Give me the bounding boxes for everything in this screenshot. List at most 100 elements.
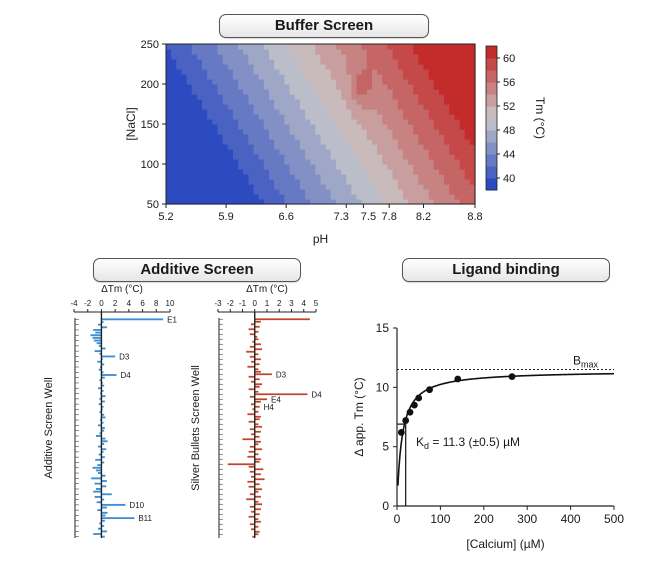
heatmap-cell xyxy=(166,54,172,60)
heatmap-cell xyxy=(310,64,316,70)
heatmap-cell xyxy=(269,189,275,195)
bar xyxy=(254,513,260,516)
bar xyxy=(101,498,105,501)
heatmap-cell xyxy=(258,159,265,165)
heatmap-cell xyxy=(289,64,296,70)
heatmap-cell xyxy=(305,74,311,80)
heatmap-cell xyxy=(212,199,219,205)
heatmap-cell xyxy=(413,124,419,130)
heatmap-cell xyxy=(392,129,399,135)
bar xyxy=(254,393,308,396)
heatmap-cell xyxy=(284,119,291,125)
heatmap-cell xyxy=(299,189,306,195)
heatmap-cell xyxy=(191,59,198,65)
heatmap-cell xyxy=(392,184,399,190)
heatmap-cell xyxy=(444,119,450,125)
heatmap-cell xyxy=(263,84,270,90)
heatmap-cell xyxy=(253,119,260,125)
heatmap-cell xyxy=(397,134,404,140)
heatmap-cell xyxy=(269,119,275,125)
heatmap-cell xyxy=(279,154,286,160)
heatmap-cell xyxy=(320,49,327,55)
heatmap-cell xyxy=(346,194,352,200)
heatmap-cell xyxy=(196,49,203,55)
heatmap-cell xyxy=(438,84,445,90)
heatmap-cell xyxy=(346,59,352,65)
ligand-x-tick-label: 300 xyxy=(517,512,537,526)
heatmap-cell xyxy=(392,104,399,110)
heatmap-cell xyxy=(243,199,249,205)
heatmap-cell xyxy=(382,169,389,175)
bar xyxy=(254,363,260,366)
heatmap-cell xyxy=(444,169,450,175)
heatmap-cell xyxy=(418,64,425,70)
bar xyxy=(254,448,263,451)
bar xyxy=(248,388,255,391)
heatmap-cell xyxy=(269,59,275,65)
heatmap-cell xyxy=(238,84,244,90)
bar xyxy=(247,480,255,483)
heatmap-cell xyxy=(232,174,239,180)
heatmap-cell xyxy=(433,189,440,195)
bar xyxy=(251,380,255,383)
heatmap-cell xyxy=(284,124,291,130)
heatmap-cell xyxy=(469,99,476,105)
heatmap-cell xyxy=(232,69,239,75)
heatmap-cell xyxy=(428,154,435,160)
colorbar-segment xyxy=(486,118,497,131)
heatmap-cell xyxy=(217,139,224,145)
heatmap-cell xyxy=(248,144,255,150)
heatmap-cell xyxy=(274,44,280,50)
heatmap-cell xyxy=(166,99,172,105)
heatmap-cell xyxy=(305,179,311,185)
heatmap-cell xyxy=(438,74,445,80)
heatmap-cell xyxy=(361,109,368,115)
heatmap-cell xyxy=(212,69,219,75)
heatmap-cell xyxy=(171,189,177,195)
heatmap-cell xyxy=(469,79,476,85)
heatmap-cell xyxy=(413,54,419,60)
heatmap-cell xyxy=(176,79,183,85)
heatmap-cell xyxy=(423,44,430,50)
heatmap-cell xyxy=(222,164,229,170)
heatmap-cell xyxy=(449,49,455,55)
heatmap-cell xyxy=(263,119,270,125)
heatmap-cell xyxy=(418,134,425,140)
heatmap-cell xyxy=(402,164,409,170)
heatmap-cell xyxy=(191,139,198,145)
heatmap-cell xyxy=(464,149,471,155)
heatmap-cell xyxy=(402,194,409,200)
heatmap-cell xyxy=(207,84,213,90)
heatmap-cell xyxy=(289,134,296,140)
heatmap-cell xyxy=(356,139,363,145)
heatmap-cell xyxy=(366,79,373,85)
heatmap-cell xyxy=(232,164,239,170)
silver-bullets-x-tick-label: 3 xyxy=(289,299,294,308)
bar xyxy=(101,318,164,321)
heatmap-cell xyxy=(176,144,183,150)
heatmap-cell xyxy=(181,189,188,195)
heatmap-cell xyxy=(418,119,425,125)
heatmap-cell xyxy=(202,129,208,135)
heatmap-cell xyxy=(196,64,203,70)
heatmap-cell xyxy=(366,159,373,165)
heatmap-cell xyxy=(248,89,255,95)
heatmap-cell xyxy=(392,124,399,130)
heatmap-cell xyxy=(269,139,275,145)
heatmap-cell xyxy=(402,79,409,85)
heatmap-cell xyxy=(397,109,404,115)
heatmap-cell xyxy=(279,109,286,115)
heatmap-cell xyxy=(330,159,337,165)
heatmap-cell xyxy=(449,114,455,120)
colorbar-label: Tm (°C) xyxy=(533,97,547,139)
heatmap-cell xyxy=(413,134,419,140)
heatmap-cell xyxy=(274,79,280,85)
heatmap-cell xyxy=(227,144,234,150)
heatmap-cell xyxy=(217,74,224,80)
heatmap-cell xyxy=(274,114,280,120)
heatmap-cell xyxy=(402,139,409,145)
heatmap-cell xyxy=(469,199,476,205)
bar xyxy=(254,325,260,328)
heatmap-cell xyxy=(171,109,177,115)
heatmap-cell xyxy=(392,189,399,195)
